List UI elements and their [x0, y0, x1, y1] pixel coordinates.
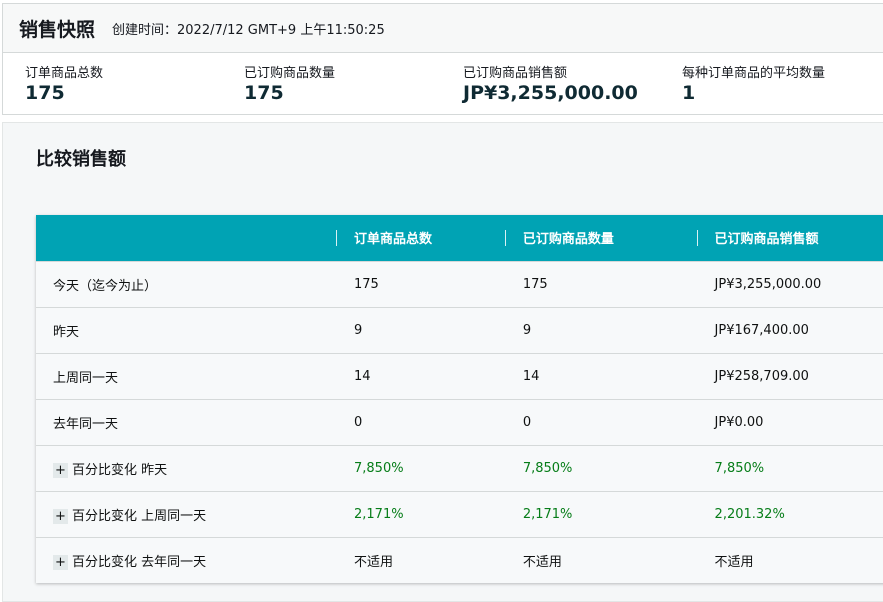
metric-label: 每种订单商品的平均数量 [682, 66, 826, 81]
sales-snapshot: 销售快照 创建时间：2022/7/12 GMT+9 上午11:50:25 订单商… [2, 3, 883, 115]
table-cell: 不适用 [336, 536, 505, 583]
table-cell: 7,850% [336, 444, 505, 491]
metric: 每种订单商品的平均数量 1 [682, 62, 883, 104]
table-cell: 14 [336, 352, 505, 399]
column-header: 订单商品总数 [336, 215, 505, 261]
table-cell: 175 [336, 260, 505, 307]
row-label: 今天（迄今为止） [53, 278, 158, 294]
table-row: 今天（迄今为止） 175 175 JP¥3,255,000.00 [36, 260, 883, 307]
expand-plus-icon[interactable]: + [53, 508, 68, 524]
expand-plus-icon[interactable]: + [53, 462, 68, 478]
row-label-cell[interactable]: + 百分比变化 昨天 [36, 444, 336, 491]
row-label-cell[interactable]: + 百分比变化 去年同一天 [36, 536, 336, 583]
metric-label: 已订购商品销售额 [463, 66, 568, 81]
table-row: + 百分比变化 去年同一天 不适用 不适用 不适用 [36, 536, 883, 583]
row-label: 去年同一天 [53, 416, 119, 432]
table-cell: 0 [336, 398, 505, 445]
table-row: + 百分比变化 上周同一天 2,171% 2,171% 2,201.32% [36, 490, 883, 537]
table-cell: 不适用 [696, 536, 883, 583]
table-cell: 0 [504, 398, 697, 445]
column-header [36, 215, 336, 261]
table-cell: 9 [336, 306, 505, 353]
metric-value: 175 [25, 82, 65, 104]
compare-title: 比较销售额 [36, 149, 126, 170]
table-cell: JP¥3,255,000.00 [696, 260, 883, 307]
compare-sales-panel: 比较销售额 订单商品总数 已订购商品数量 已订购商品销售额 今天（迄今为止） 175 1… [2, 122, 883, 602]
metric: 订单商品总数 175 [25, 62, 244, 104]
table-cell: 2,171% [336, 490, 505, 537]
table-cell: 不适用 [504, 536, 697, 583]
snapshot-header: 销售快照 创建时间：2022/7/12 GMT+9 上午11:50:25 [3, 4, 883, 53]
row-label-cell: 今天（迄今为止） [36, 260, 336, 307]
row-label: 上周同一天 [53, 370, 119, 386]
table-cell: 14 [504, 352, 697, 399]
table-header-row: 订单商品总数 已订购商品数量 已订购商品销售额 [36, 215, 883, 261]
snapshot-title: 销售快照 [19, 18, 96, 41]
metric-label: 已订购商品数量 [244, 66, 336, 81]
metric-label: 订单商品总数 [25, 66, 104, 81]
column-header: 已订购商品销售额 [696, 215, 883, 261]
metric-value: JP¥3,255,000.00 [463, 82, 638, 104]
table-row: 上周同一天 14 14 JP¥258,709.00 [36, 352, 883, 399]
row-label: 百分比变化 上周同一天 [72, 508, 207, 524]
table-row: 去年同一天 0 0 JP¥0.00 [36, 398, 883, 445]
table-cell: 2,171% [504, 490, 697, 537]
column-header: 已订购商品数量 [504, 215, 697, 261]
created-time: 创建时间：2022/7/12 GMT+9 上午11:50:25 [112, 22, 385, 38]
row-label-cell: 去年同一天 [36, 398, 336, 445]
metric: 已订购商品数量 175 [244, 62, 463, 104]
table-cell: JP¥167,400.00 [696, 306, 883, 353]
table-row: + 百分比变化 昨天 7,850% 7,850% 7,850% [36, 444, 883, 491]
row-label-cell: 上周同一天 [36, 352, 336, 399]
table-row: 昨天 9 9 JP¥167,400.00 [36, 306, 883, 353]
table-cell: 175 [504, 260, 697, 307]
row-label: 百分比变化 去年同一天 [72, 554, 207, 570]
metrics-row: 订单商品总数 175 已订购商品数量 175 已订购商品销售额 JP¥3,255,000.… [3, 53, 883, 104]
compare-table: 订单商品总数 已订购商品数量 已订购商品销售额 今天（迄今为止） 175 175 JP¥3… [36, 215, 883, 583]
table-cell: JP¥0.00 [696, 398, 883, 445]
row-label-cell: 昨天 [36, 306, 336, 353]
metric-value: 1 [682, 82, 696, 104]
row-label: 百分比变化 昨天 [72, 462, 168, 478]
metric-value: 175 [244, 82, 284, 104]
table-cell: 9 [504, 306, 697, 353]
row-label: 昨天 [53, 324, 80, 340]
expand-plus-icon[interactable]: + [53, 554, 68, 570]
metric: 已订购商品销售额 JP¥3,255,000.00 [463, 62, 682, 104]
row-label-cell[interactable]: + 百分比变化 上周同一天 [36, 490, 336, 537]
table-cell: 2,201.32% [696, 490, 883, 537]
table-cell: 7,850% [696, 444, 883, 491]
table-cell: 7,850% [504, 444, 697, 491]
table-cell: JP¥258,709.00 [696, 352, 883, 399]
